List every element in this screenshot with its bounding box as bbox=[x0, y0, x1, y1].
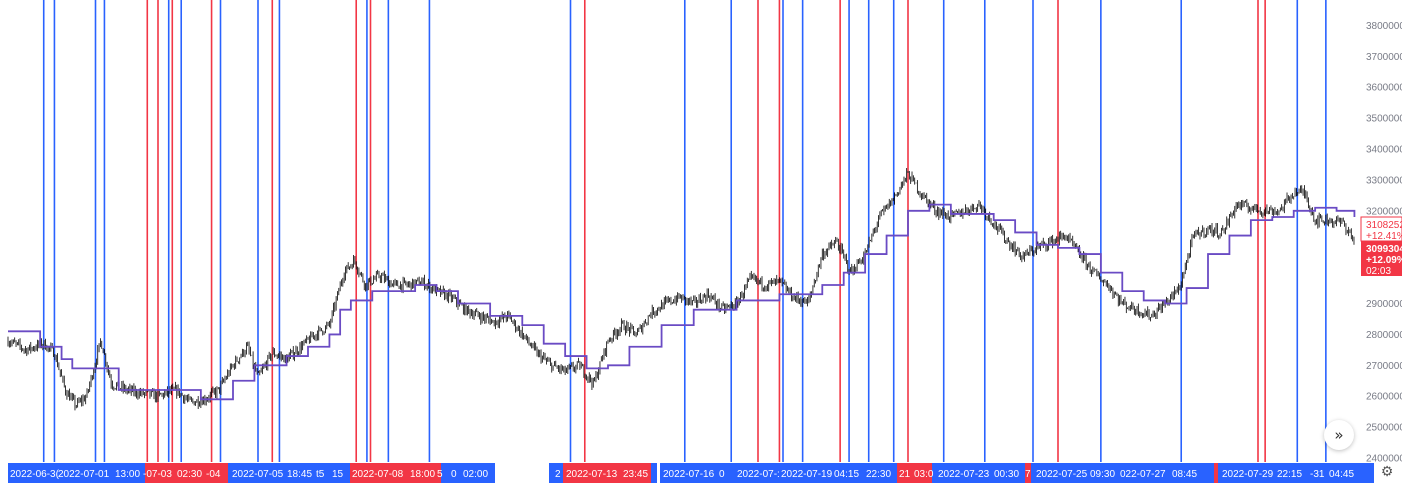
upper-price-change: +12.41% bbox=[1366, 231, 1402, 242]
price-axis-tick: 2700000 bbox=[1366, 361, 1402, 372]
price-axis-tick: 2500000 bbox=[1366, 423, 1402, 434]
time-axis-label: 22:30 bbox=[866, 469, 891, 480]
time-axis-label: 2022-07-13 bbox=[566, 469, 618, 480]
time-axis-label: -07-03 bbox=[143, 469, 172, 480]
moving-average-line bbox=[8, 203, 1356, 401]
lower-price-value: 3099304 bbox=[1366, 244, 1402, 255]
price-axis-tick: 3400000 bbox=[1366, 145, 1402, 156]
price-axis-tick: 3200000 bbox=[1366, 206, 1402, 217]
time-axis-label: 0 bbox=[719, 469, 725, 480]
time-axis-label: 02:30 bbox=[177, 469, 202, 480]
time-axis-label: 2022-06-3( bbox=[10, 469, 60, 480]
time-axis-label: 21 bbox=[899, 469, 911, 480]
scroll-to-realtime-button[interactable]: » bbox=[1324, 420, 1354, 450]
chevron-double-right-icon: » bbox=[1334, 426, 1344, 444]
time-axis-block bbox=[660, 463, 1374, 483]
upper-price-value: 3108252 bbox=[1366, 220, 1402, 231]
time-axis-block-highlight bbox=[563, 463, 651, 483]
time-axis[interactable]: 2022-06-3(2022-07-01 13:00 -07-03 02:30 -04 2… bbox=[8, 463, 1374, 483]
price-axis-tick: 2600000 bbox=[1366, 392, 1402, 403]
time-axis-label: 00:30 bbox=[994, 469, 1019, 480]
time-axis-label: 15 bbox=[332, 469, 344, 480]
time-axis-label: 22:15 bbox=[1277, 469, 1302, 480]
time-axis-label: 2022-07-01 bbox=[58, 469, 110, 480]
time-axis-label: 03:0 bbox=[914, 469, 934, 480]
time-axis-label: 2022-07-: bbox=[737, 469, 780, 480]
time-axis-label: 5 bbox=[437, 469, 443, 480]
time-axis-label: 2022-07-16 bbox=[663, 469, 715, 480]
price-axis-tick: 3500000 bbox=[1366, 114, 1402, 125]
price-axis-tick: 2400000 bbox=[1366, 454, 1402, 465]
price-axis-tick: 3300000 bbox=[1366, 175, 1402, 186]
time-axis-label: -31 bbox=[1310, 469, 1325, 480]
bar-countdown: 02:03 bbox=[1366, 266, 1391, 277]
time-axis-label: 09:30 bbox=[1090, 469, 1115, 480]
time-axis-label: 2022-07-19 bbox=[781, 469, 833, 480]
time-axis-label: 2022-07-29 bbox=[1222, 469, 1274, 480]
time-axis-label: 13:00 bbox=[115, 469, 140, 480]
time-axis-block-highlight bbox=[1025, 463, 1031, 483]
lower-price-label-box bbox=[1361, 241, 1402, 276]
settings-gear-icon[interactable]: ⚙ bbox=[1380, 464, 1394, 480]
time-axis-label: t5 bbox=[316, 469, 325, 480]
time-axis-label: 18:45 bbox=[287, 469, 312, 480]
time-axis-label: 04:15 bbox=[834, 469, 859, 480]
time-axis-label: 022-07-27 bbox=[1120, 469, 1166, 480]
time-axis-label: 2022-07-08 bbox=[352, 469, 404, 480]
time-axis-label: 0 bbox=[451, 469, 457, 480]
upper-price-label-box bbox=[1360, 216, 1402, 242]
lower-price-change: +12.09% bbox=[1366, 255, 1402, 266]
time-axis-block-highlight bbox=[145, 463, 228, 483]
time-axis-label: 08:45 bbox=[1172, 469, 1197, 480]
time-axis-label: 2 bbox=[555, 469, 561, 480]
candlestick-series bbox=[7, 168, 1355, 411]
time-axis-label: 7 bbox=[1025, 469, 1031, 480]
time-axis-block-highlight bbox=[350, 463, 441, 483]
price-axis-tick: 2800000 bbox=[1366, 330, 1402, 341]
price-labels: 3108252 +12.41% 3099304 +12.09% 02:03 bbox=[1360, 216, 1402, 277]
time-axis-label: 04:45 bbox=[1329, 469, 1354, 480]
time-axis-block-highlight bbox=[897, 463, 932, 483]
time-axis-label: 2022-07-25 bbox=[1036, 469, 1088, 480]
time-axis-label: 23:45 bbox=[623, 469, 648, 480]
time-axis-block-highlight bbox=[1214, 463, 1218, 483]
price-axis-tick: 3700000 bbox=[1366, 52, 1402, 63]
time-axis-label: 02:00 bbox=[463, 469, 488, 480]
vertical-markers bbox=[42, 0, 1327, 462]
time-axis-label: 18:00 bbox=[410, 469, 435, 480]
time-axis-label: -04 bbox=[206, 469, 221, 480]
price-axis-tick: 3600000 bbox=[1366, 83, 1402, 94]
time-axis-label: 2022-07-23 bbox=[938, 469, 990, 480]
price-axis-tick: 3800000 bbox=[1366, 21, 1402, 32]
time-axis-label: 2022-07-05 bbox=[232, 469, 284, 480]
moving-average-series bbox=[8, 203, 1356, 401]
price-axis-tick: 2900000 bbox=[1366, 299, 1402, 310]
